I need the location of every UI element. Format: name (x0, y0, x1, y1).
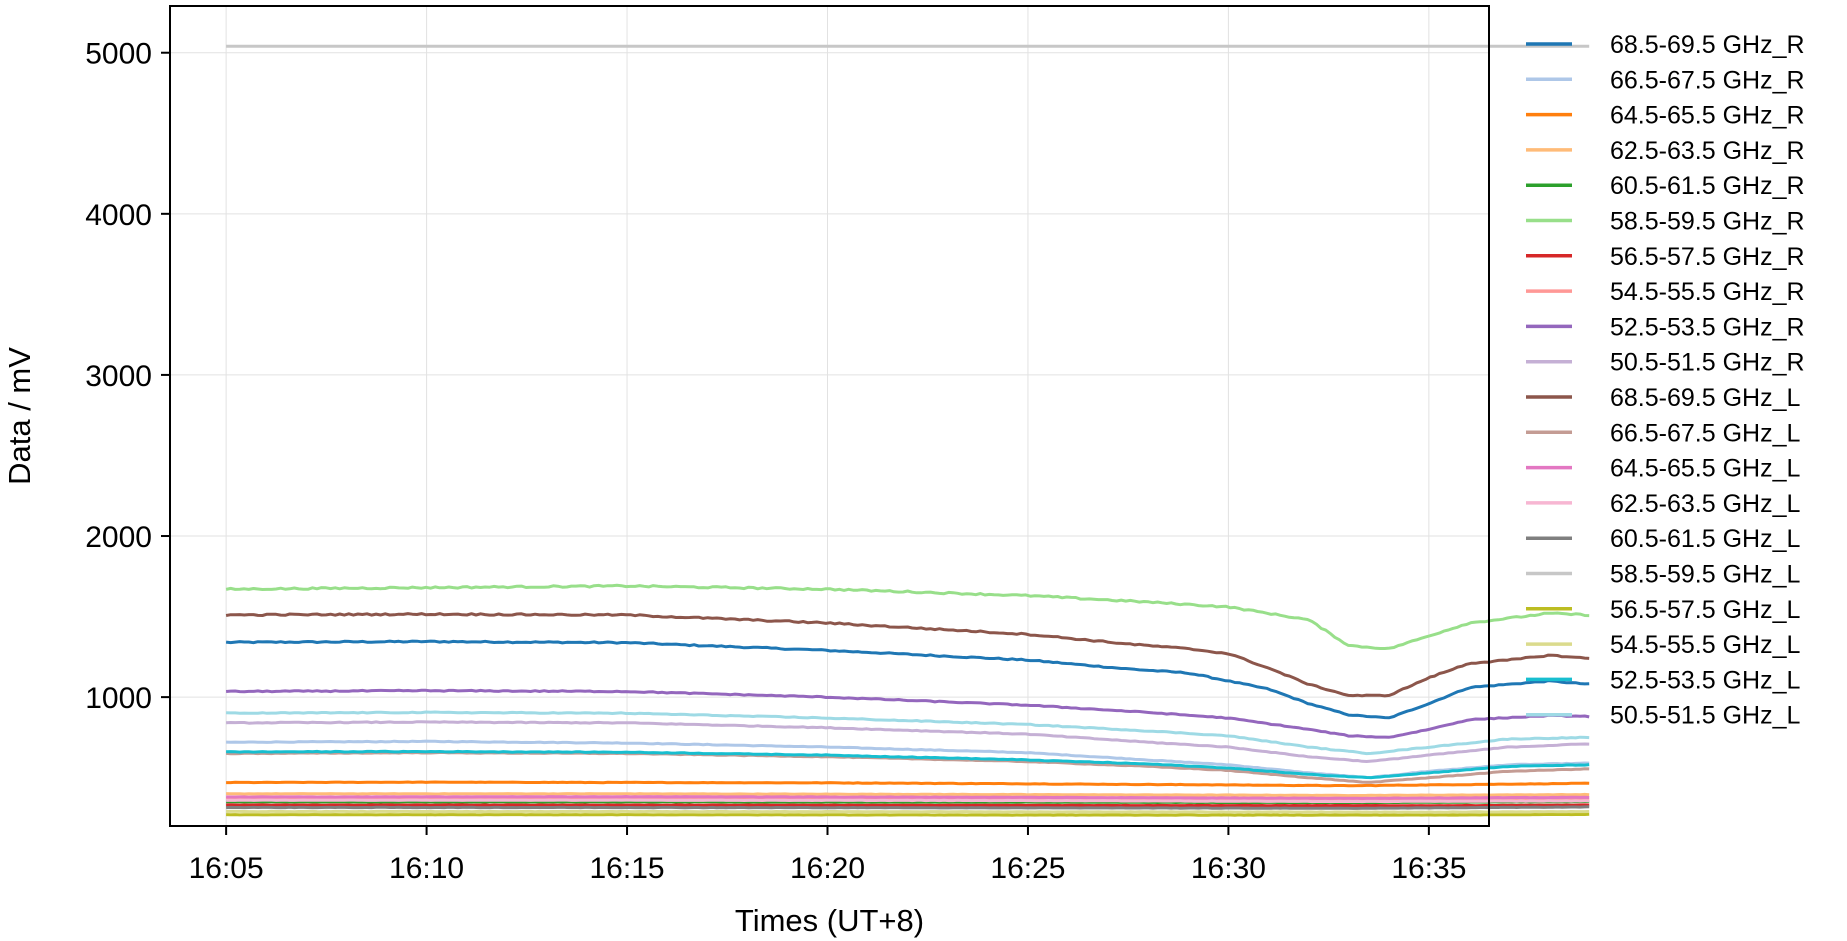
x-tick-label: 16:20 (790, 852, 865, 885)
series-line (225, 639, 1590, 720)
series-line (226, 792, 1590, 798)
legend-label: 56.5-57.5 GHz_R (1610, 243, 1805, 271)
series-line (226, 798, 1590, 804)
legend-label: 62.5-63.5 GHz_L (1610, 490, 1800, 518)
legend-entry: 52.5-53.5 GHz_L (1526, 666, 1800, 694)
series-line (226, 803, 1590, 808)
legend-entry: 62.5-63.5 GHz_R (1526, 137, 1805, 165)
plot-frame (169, 5, 1490, 827)
legend-label: 52.5-53.5 GHz_L (1610, 666, 1800, 694)
legend-entry: 68.5-69.5 GHz_L (1526, 384, 1800, 412)
y-tick-label: 4000 (85, 199, 152, 232)
legend-label: 56.5-57.5 GHz_L (1610, 596, 1800, 624)
series-line (226, 805, 1590, 810)
x-tick-label: 16:30 (1191, 852, 1266, 885)
legend-label: 60.5-61.5 GHz_L (1610, 525, 1800, 553)
series-line (226, 720, 1590, 763)
legend-label: 52.5-53.5 GHz_R (1610, 313, 1805, 341)
legend-label: 66.5-67.5 GHz_R (1610, 66, 1805, 94)
legend-label: 58.5-59.5 GHz_L (1610, 561, 1800, 589)
ticks: 16:05 16:10 16:15 16:20 16:25 16:30 16:35 1000 2… (85, 38, 1466, 885)
legend-label: 50.5-51.5 GHz_L (1610, 702, 1800, 730)
legend-entry: 64.5-65.5 GHz_L (1526, 455, 1800, 483)
legend-entry: 50.5-51.5 GHz_R (1526, 349, 1805, 377)
legend-label: 60.5-61.5 GHz_R (1610, 172, 1805, 200)
y-tick-label: 2000 (85, 521, 152, 554)
legend-label: 66.5-67.5 GHz_L (1610, 419, 1800, 447)
legend-entry: 56.5-57.5 GHz_R (1526, 243, 1805, 271)
legend-entry: 60.5-61.5 GHz_R (1526, 172, 1805, 200)
series-line (226, 749, 1590, 780)
legend-entry: 64.5-65.5 GHz_R (1526, 102, 1805, 130)
x-tick-label: 16:05 (189, 852, 264, 885)
y-axis-label: Data / mV (2, 347, 37, 485)
x-tick-label: 16:25 (990, 852, 1065, 885)
legend-entry: 58.5-59.5 GHz_R (1526, 208, 1805, 236)
series-line (226, 812, 1590, 817)
legend-label: 62.5-63.5 GHz_R (1610, 137, 1805, 165)
legend-label: 68.5-69.5 GHz_R (1610, 31, 1805, 59)
series-lines (225, 44, 1590, 817)
series-line (226, 710, 1590, 756)
legend-label: 64.5-65.5 GHz_R (1610, 102, 1805, 130)
legend-label: 54.5-55.5 GHz_L (1610, 631, 1800, 659)
x-tick-label: 16:35 (1391, 852, 1466, 885)
legend-entry: 54.5-55.5 GHz_L (1526, 631, 1800, 659)
x-axis-label: Times (UT+8) (735, 903, 924, 938)
legend: 68.5-69.5 GHz_R 66.5-67.5 GHz_R 64.5-65.5 … (1526, 31, 1805, 730)
series-line (225, 612, 1590, 698)
legend-entry: 58.5-59.5 GHz_L (1526, 561, 1800, 589)
series-line (226, 795, 1590, 800)
grid (170, 6, 1489, 826)
series-line (225, 688, 1590, 739)
series-line (226, 809, 1590, 814)
legend-label: 54.5-55.5 GHz_R (1610, 278, 1805, 306)
x-tick-label: 16:15 (590, 852, 665, 885)
y-tick-label: 5000 (85, 38, 152, 71)
x-tick-label: 16:10 (389, 852, 464, 885)
y-tick-label: 1000 (85, 682, 152, 715)
legend-entry: 68.5-69.5 GHz_R (1526, 31, 1805, 59)
legend-entry: 50.5-51.5 GHz_L (1526, 702, 1800, 730)
legend-label: 64.5-65.5 GHz_L (1610, 455, 1800, 483)
legend-entry: 54.5-55.5 GHz_R (1526, 278, 1805, 306)
legend-entry: 66.5-67.5 GHz_L (1526, 419, 1800, 447)
legend-entry: 56.5-57.5 GHz_L (1526, 596, 1800, 624)
legend-label: 58.5-59.5 GHz_R (1610, 208, 1805, 236)
legend-entry: 66.5-67.5 GHz_R (1526, 66, 1805, 94)
legend-entry: 52.5-53.5 GHz_R (1526, 313, 1805, 341)
series-line (225, 583, 1590, 650)
legend-entry: 62.5-63.5 GHz_L (1526, 490, 1800, 518)
legend-label: 50.5-51.5 GHz_R (1610, 349, 1805, 377)
series-line (226, 780, 1590, 788)
y-tick-label: 3000 (85, 360, 152, 393)
legend-label: 68.5-69.5 GHz_L (1610, 384, 1800, 412)
legend-entry: 60.5-61.5 GHz_L (1526, 525, 1800, 553)
